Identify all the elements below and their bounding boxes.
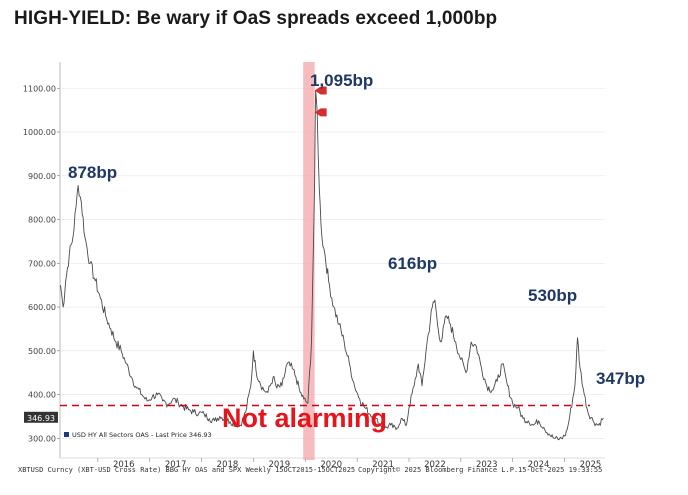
y-tick-label-600: 600.00: [28, 303, 56, 312]
peak-marker-1045: [314, 108, 327, 117]
y-tick-label-900: 900.00: [28, 172, 56, 181]
y-tick-label-300: 300.00: [28, 434, 56, 443]
x-tick-label-2020: 2020: [320, 460, 342, 470]
annotation-878bp: 878bp: [68, 163, 117, 182]
last-price-box: [24, 411, 58, 423]
x-tick-label-2021: 2021: [372, 460, 394, 470]
peak-markers: [314, 86, 327, 117]
not-alarming-label: Not alarming: [222, 403, 387, 433]
y-tick-label-800: 800.00: [28, 216, 56, 225]
x-tick-label-2024: 2024: [528, 460, 550, 470]
highlight-band-2020: [303, 62, 315, 460]
annotation-347bp: 347bp: [596, 369, 645, 388]
x-tick-label-2019: 2019: [269, 460, 291, 470]
x-tick-label-2016: 2016: [113, 460, 135, 470]
x-tick-label-2018: 2018: [217, 460, 239, 470]
y-tick-label-400: 400.00: [28, 391, 56, 400]
x-tick-label-2022: 2022: [424, 460, 446, 470]
y-tick-labels: 300.00 400.00 500.00 600.00 700.00 800.00 900.…: [23, 84, 56, 443]
annotation-1095bp: 1,095bp: [310, 71, 373, 90]
y-tick-label-700: 700.00: [28, 259, 56, 268]
footer-copyright: Copyright© 2025 Bloomberg Finance L.P.: [358, 466, 518, 474]
x-tick-labels: 2016 2017 2018 2019 2020 2021 2022 2023 2024 2025: [97, 458, 602, 470]
x-tick-label-2025: 2025: [580, 460, 602, 470]
last-price-label: 346.93: [27, 414, 55, 423]
annotation-616bp: 616bp: [388, 254, 437, 273]
x-tick-label-2017: 2017: [165, 460, 187, 470]
legend-label: USD HY All Sectors OAS - Last Price 346.…: [72, 431, 212, 439]
y-gridlines: [57, 87, 605, 439]
hy-oas-series-line: [60, 89, 604, 441]
annotation-530bp: 530bp: [528, 286, 577, 305]
x-tick-label-2023: 2023: [476, 460, 498, 470]
y-tick-label-1000: 1000.00: [23, 128, 56, 137]
legend-swatch: [64, 432, 69, 437]
footer-source: XBTUSD Curncy (XBT-USD Cross Rate) BBG H…: [18, 466, 355, 474]
peak-marker-1095: [314, 86, 327, 95]
page-title: HIGH-YIELD: Be wary if OaS spreads excee…: [14, 8, 498, 29]
y-tick-label-500: 500.00: [28, 347, 56, 356]
y-tick-label-1100: 1100.00: [23, 84, 56, 93]
footer-timestamp: 15-Oct-2025 19:33:55: [518, 466, 602, 474]
